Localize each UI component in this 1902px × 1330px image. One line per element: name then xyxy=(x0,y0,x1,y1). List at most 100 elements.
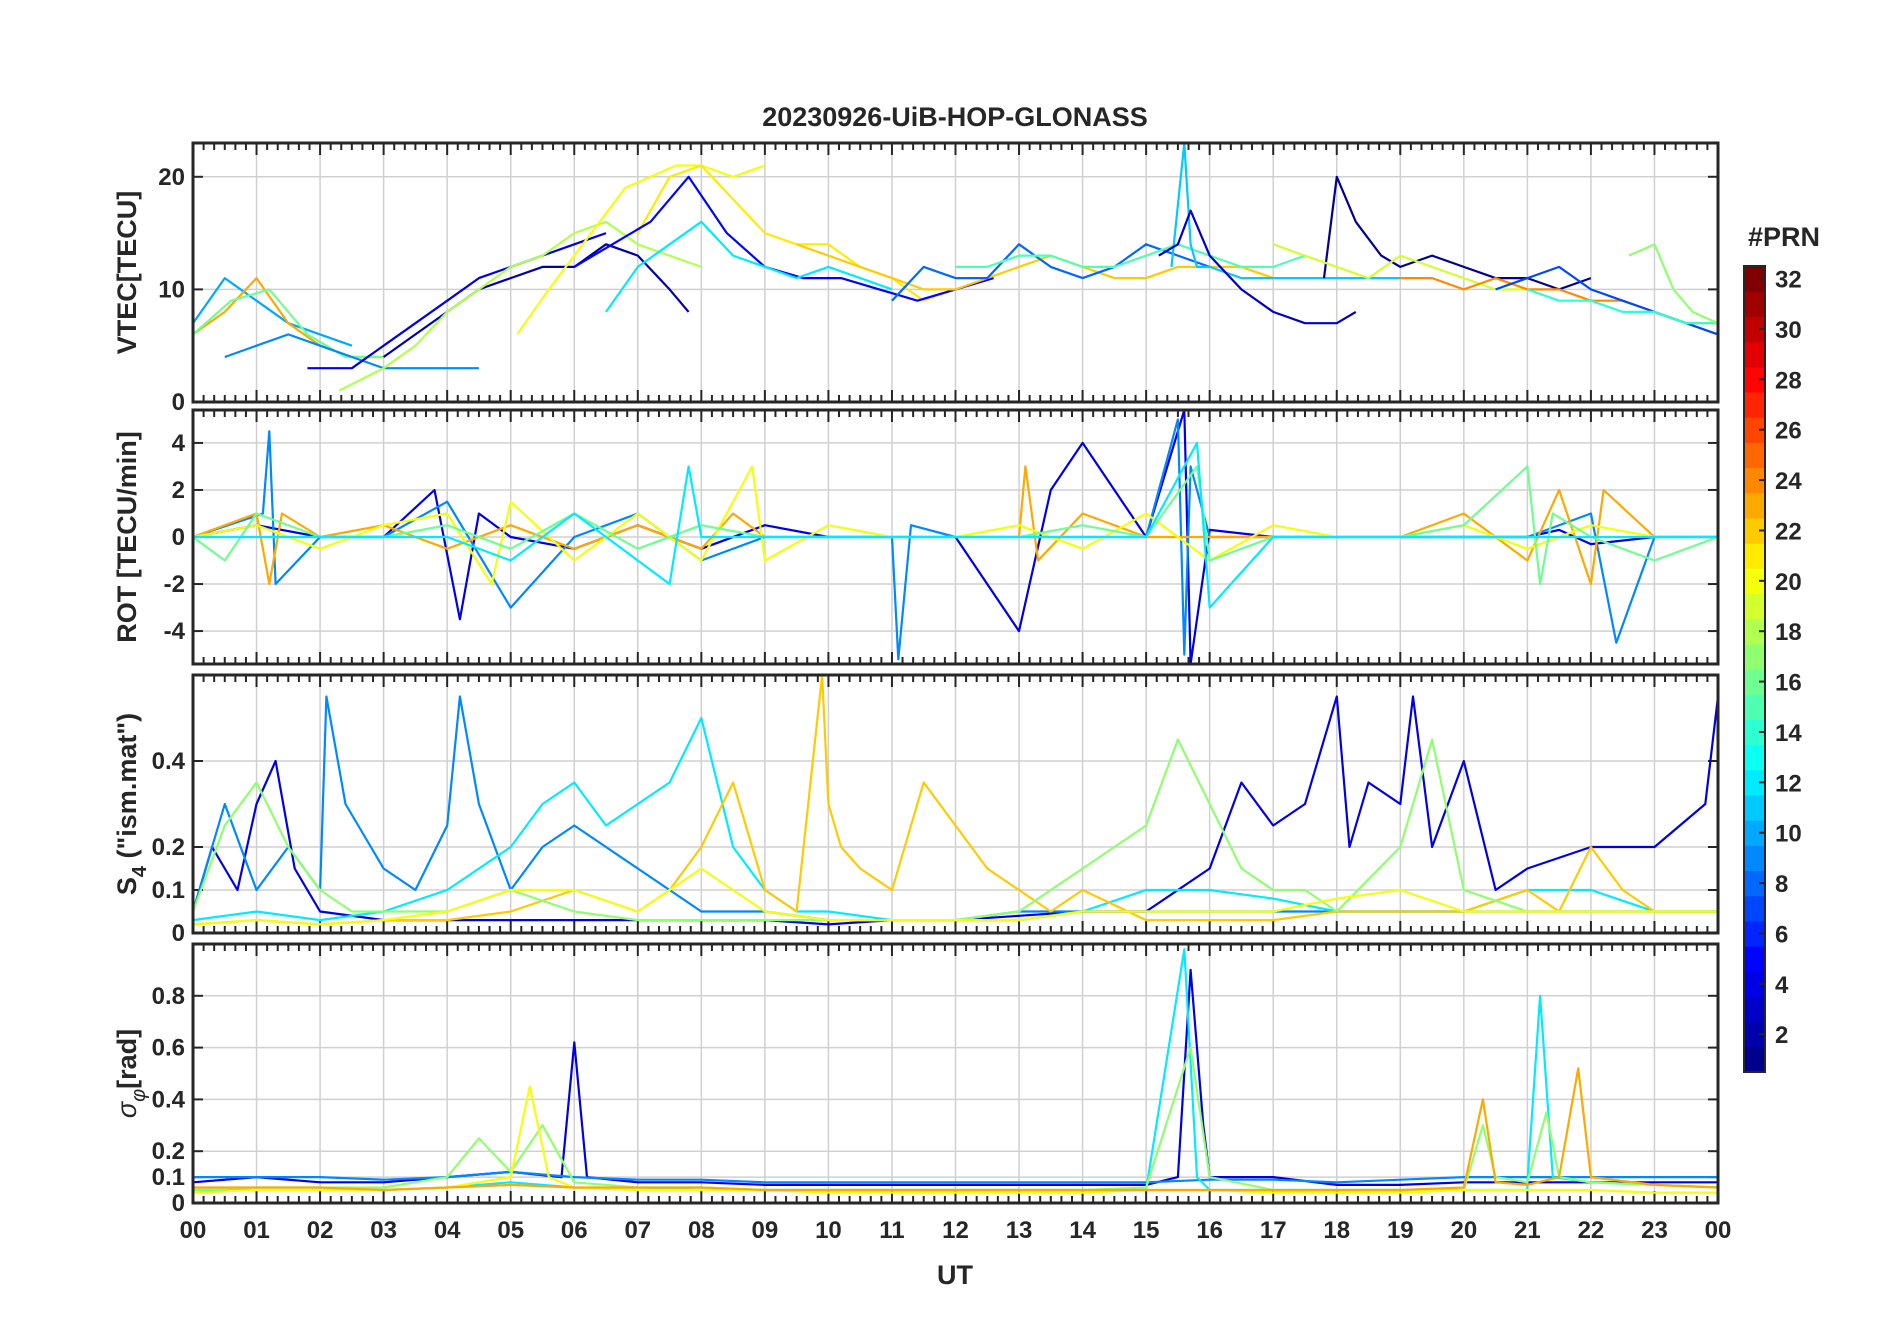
colorbar-tick-label: 8 xyxy=(1775,871,1788,898)
y-axis-label: σφ[rad] xyxy=(112,1029,150,1118)
y-tick-label: -2 xyxy=(164,571,185,598)
x-tick-label: 12 xyxy=(942,1217,969,1244)
axes-frame xyxy=(191,673,1720,935)
y-tick-label: 0.1 xyxy=(152,1164,185,1191)
series-group xyxy=(192,141,1719,392)
colorbar-tick-label: 30 xyxy=(1775,317,1802,344)
x-tick-label: 20 xyxy=(1450,1217,1477,1244)
x-tick-label: 10 xyxy=(815,1217,842,1244)
series-line-prn-9 xyxy=(224,333,479,370)
series-line-prn-12 xyxy=(193,441,1718,609)
x-tick-label: 02 xyxy=(307,1217,334,1244)
colorbar-segment xyxy=(1744,442,1765,469)
colorbar-tick-label: 28 xyxy=(1775,367,1802,394)
colorbar-tick-label: 14 xyxy=(1775,720,1802,747)
y-tick-label: 0 xyxy=(172,1190,185,1217)
colorbar-segment xyxy=(1744,946,1765,972)
colorbar-tick-label: 32 xyxy=(1775,267,1802,294)
series-line-prn-12 xyxy=(605,220,893,313)
colorbar-segment xyxy=(1744,517,1765,544)
colorbar-segment xyxy=(1744,467,1765,494)
y-tick-label: 20 xyxy=(158,164,185,191)
axes-frame xyxy=(191,408,1720,666)
colorbar-segment xyxy=(1744,895,1765,922)
colorbar-segment xyxy=(1744,1046,1765,1073)
colorbar-segment xyxy=(1744,996,1765,1023)
series-line-prn-11 xyxy=(1170,141,1401,280)
y-tick-label: 0.4 xyxy=(152,1086,186,1113)
colorbar-segment xyxy=(1744,593,1765,620)
colorbar-segment xyxy=(1744,543,1765,569)
x-tick-label: 06 xyxy=(561,1217,588,1244)
y-tick-label: -4 xyxy=(164,618,186,645)
colorbar-tick-label: 26 xyxy=(1775,418,1802,445)
x-tick-label: 00 xyxy=(1705,1217,1732,1244)
x-axis: 00 01 02 03 04 05 06 07 08 09 10 11 12 13 14 15 16 17 18 19… xyxy=(180,1217,1732,1244)
colorbar-segment xyxy=(1744,643,1765,670)
colorbar-segment xyxy=(1744,291,1765,317)
colorbar-tick-label: 4 xyxy=(1775,972,1789,999)
series-group xyxy=(192,408,1719,666)
colorbar-tick-label: 20 xyxy=(1775,569,1802,596)
colorbar-segment xyxy=(1744,366,1765,393)
x-tick-label: 11 xyxy=(879,1217,904,1244)
y-tick-label: 10 xyxy=(158,276,185,303)
series-line-prn-4 xyxy=(307,232,607,370)
x-tick-label: 05 xyxy=(497,1217,524,1244)
x-tick-label: 01 xyxy=(243,1217,270,1244)
colorbar-tick-label: 10 xyxy=(1775,821,1802,848)
panel-vtec: 0 10 20 VTEC[TECU] xyxy=(112,141,1720,416)
series-line-prn-18 xyxy=(338,220,702,392)
y-tick-label: 0.2 xyxy=(152,834,185,861)
series-line-prn-15 xyxy=(955,243,1306,268)
series-line-prn-20 xyxy=(516,164,766,336)
x-tick-label: 23 xyxy=(1641,1217,1668,1244)
colorbar-segment xyxy=(1744,341,1765,368)
colorbar-label: #PRN xyxy=(1748,222,1820,252)
series-line-prn-22 xyxy=(192,673,1718,926)
y-tick-label: 0 xyxy=(172,524,185,551)
colorbar-segment xyxy=(1744,769,1765,796)
colorbar-segment xyxy=(1744,971,1765,998)
x-tick-label: 03 xyxy=(370,1217,397,1244)
series-group xyxy=(192,948,1719,1194)
colorbar-segment xyxy=(1744,266,1765,292)
y-axis-label: VTEC[TECU] xyxy=(112,191,142,355)
colorbar-tick-label: 12 xyxy=(1775,770,1802,797)
series-line-prn-3 xyxy=(1158,209,1357,325)
series-line-prn-10 xyxy=(192,277,353,347)
colorbar: 32 30 28 26 24 22 20 18 16 14 12 10 8 6 4 2 xyxy=(1743,265,1802,1073)
y-tick-label: 0.2 xyxy=(152,1138,185,1165)
colorbar-tick-label: 2 xyxy=(1775,1022,1788,1049)
panel-s4: 0 0.1 0.2 0.4S4 ("ism.mat") xyxy=(112,673,1720,947)
series-line-prn-22 xyxy=(796,243,1274,291)
colorbar-tick-label: 18 xyxy=(1775,619,1802,646)
colorbar-segment xyxy=(1744,316,1765,343)
colorbar-segment xyxy=(1744,845,1765,872)
x-tick-label: 04 xyxy=(434,1217,461,1244)
colorbar-segment xyxy=(1744,492,1765,519)
x-tick-label: 08 xyxy=(688,1217,715,1244)
colorbar-segment xyxy=(1744,744,1765,771)
y-tick-label: 4 xyxy=(172,430,186,457)
x-tick-label: 19 xyxy=(1387,1217,1414,1244)
axes-frame xyxy=(191,942,1720,1205)
colorbar-tick-label: 6 xyxy=(1775,921,1788,948)
x-tick-label: 15 xyxy=(1133,1217,1160,1244)
y-tick-label: 0.6 xyxy=(152,1035,185,1062)
series-line-prn-20 xyxy=(192,867,1718,926)
colorbar-segment xyxy=(1744,568,1765,595)
y-tick-label: 0 xyxy=(172,389,185,416)
colorbar-segment xyxy=(1744,1021,1765,1048)
colorbar-segment xyxy=(1744,391,1765,418)
x-tick-label: 09 xyxy=(752,1217,779,1244)
series-line-prn-8 xyxy=(891,243,1211,302)
series-line-prn-17 xyxy=(191,738,1718,922)
x-axis-label: UT xyxy=(937,1260,973,1290)
x-tick-label: 16 xyxy=(1196,1217,1223,1244)
chart-title: 20230926-UiB-HOP-GLONASS xyxy=(762,102,1148,132)
colorbar-segment xyxy=(1744,820,1765,846)
colorbar-segment xyxy=(1744,870,1765,897)
x-tick-label: 14 xyxy=(1069,1217,1096,1244)
